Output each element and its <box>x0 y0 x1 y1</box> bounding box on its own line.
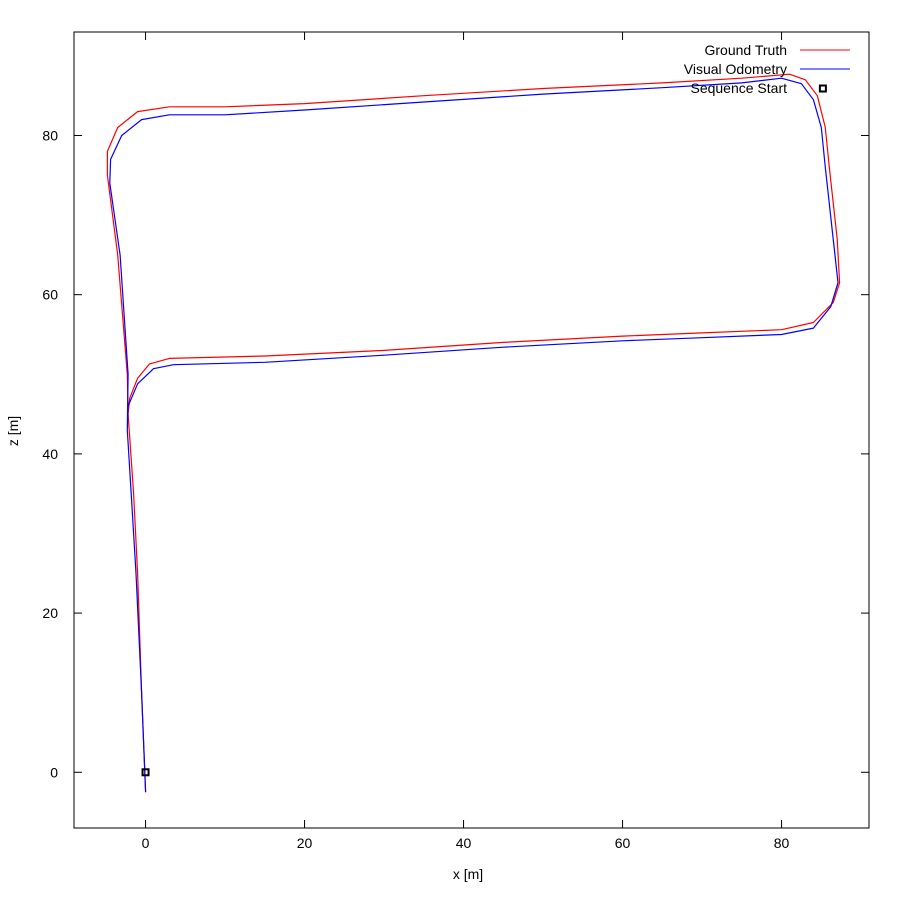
y-axis-label: z [m] <box>5 416 21 446</box>
series-line-visual-odometry <box>109 77 839 793</box>
x-tick-label: 60 <box>615 835 631 851</box>
y-tick-label: 80 <box>42 127 58 143</box>
legend: Ground Truth Visual Odometry Sequence St… <box>684 42 850 96</box>
x-tick-label: 20 <box>297 835 313 851</box>
legend-label-visual-odometry: Visual Odometry <box>684 61 787 77</box>
x-tick-label: 80 <box>774 835 790 851</box>
y-tick-label: 40 <box>42 446 58 462</box>
plot-frame <box>73 31 870 829</box>
x-tick-label: 0 <box>142 835 150 851</box>
series-layer <box>106 73 841 793</box>
sequence-start-marker <box>818 84 827 93</box>
ticks-layer: 0 20 40 60 80 0 20 40 60 80 <box>42 32 869 851</box>
x-tick-label: 40 <box>456 835 472 851</box>
markers-layer <box>141 84 827 777</box>
legend-label-sequence-start: Sequence Start <box>690 80 787 96</box>
y-tick-label: 60 <box>42 287 58 303</box>
legend-label-ground-truth: Ground Truth <box>705 42 788 58</box>
y-tick-label: 20 <box>42 605 58 621</box>
y-tick-label: 0 <box>50 764 58 780</box>
series-line-ground-truth <box>106 73 841 793</box>
x-axis-label: x [m] <box>453 866 483 882</box>
sequence-start-marker <box>141 768 150 777</box>
